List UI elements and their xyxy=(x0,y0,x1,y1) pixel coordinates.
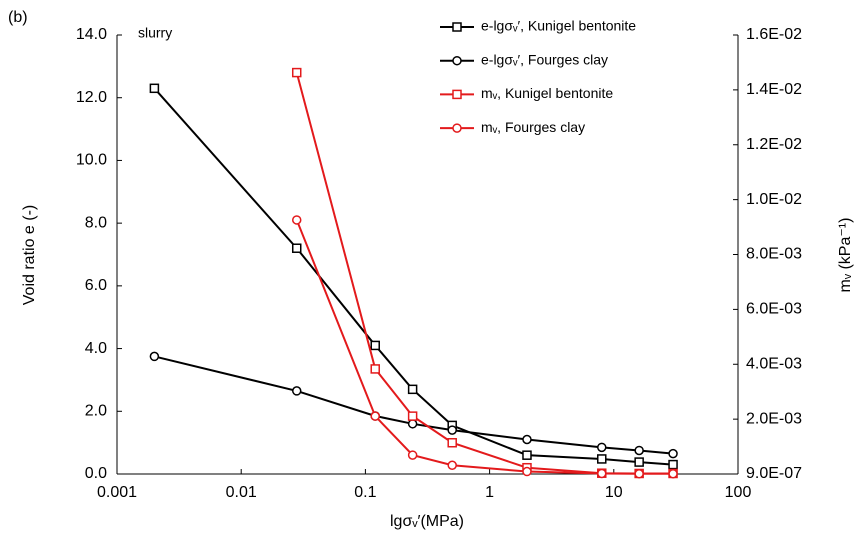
annotation: slurry xyxy=(138,25,172,41)
marker xyxy=(291,67,302,78)
y-tick-label: 4.0 xyxy=(85,340,107,357)
y2-tick-label: 1.0E-02 xyxy=(746,191,802,208)
legend-marker xyxy=(452,22,462,32)
marker xyxy=(634,469,644,479)
x-tick-label: 10 xyxy=(605,484,623,501)
y2-tick-label: 8.0E-03 xyxy=(746,246,802,263)
x-tick-label: 1 xyxy=(485,484,494,501)
marker xyxy=(291,215,302,225)
marker xyxy=(370,340,380,351)
y2-axis-label: mᵥ (kPa⁻¹) xyxy=(837,218,854,293)
y2-tick-label: 6.0E-03 xyxy=(746,301,802,318)
marker xyxy=(522,434,532,445)
x-tick-label: 0.1 xyxy=(354,484,376,501)
y2-tick-label: 1.2E-02 xyxy=(746,136,802,153)
x-tick-label: 100 xyxy=(725,484,752,501)
panel-label: (b) xyxy=(8,9,28,26)
x-tick-label: 0.001 xyxy=(97,484,137,501)
marker xyxy=(370,364,380,374)
marker xyxy=(407,419,418,429)
legend-label: mᵥ, Fourges clay xyxy=(481,119,585,135)
marker xyxy=(407,411,418,421)
y-tick-label: 6.0 xyxy=(85,277,107,294)
marker xyxy=(407,384,418,395)
marker xyxy=(634,457,644,467)
y-tick-label: 12.0 xyxy=(76,89,107,106)
y-tick-label: 14.0 xyxy=(76,26,107,43)
y-tick-label: 2.0 xyxy=(85,403,107,420)
marker xyxy=(522,450,532,460)
y-axis-label: Void ratio e (-) xyxy=(21,205,38,305)
marker xyxy=(668,459,678,470)
marker xyxy=(522,466,532,477)
x-axis-label: lgσᵥ′(MPa) xyxy=(390,513,464,530)
x-tick-label: 0.01 xyxy=(226,484,257,501)
y-tick-label: 8.0 xyxy=(85,214,107,231)
series-line xyxy=(295,219,674,475)
marker xyxy=(668,469,678,479)
y2-tick-label: 1.4E-02 xyxy=(746,81,802,98)
legend-label: mᵥ, Kunigel bentonite xyxy=(481,85,613,101)
legend-label: e-lgσᵥ′, Kunigel bentonite xyxy=(481,18,636,34)
marker xyxy=(668,448,678,459)
y-tick-label: 10.0 xyxy=(76,152,107,169)
series-line xyxy=(153,87,674,466)
y2-tick-label: 9.0E-07 xyxy=(746,465,802,482)
legend-marker xyxy=(452,55,462,66)
series-line xyxy=(154,355,674,455)
marker xyxy=(597,454,607,464)
marker xyxy=(447,437,457,448)
marker xyxy=(597,468,607,479)
legend-marker xyxy=(452,89,462,100)
marker xyxy=(597,442,607,453)
y-tick-label: 0.0 xyxy=(85,465,107,482)
y2-tick-label: 4.0E-03 xyxy=(746,355,802,372)
legend-marker xyxy=(452,123,462,133)
marker xyxy=(407,450,418,460)
marker xyxy=(149,83,160,94)
marker xyxy=(291,243,302,253)
legend-label: e-lgσᵥ′, Fourges clay xyxy=(481,51,608,67)
marker xyxy=(370,411,380,421)
y2-tick-label: 2.0E-03 xyxy=(746,410,802,427)
marker xyxy=(447,460,457,470)
marker xyxy=(634,445,644,456)
marker xyxy=(149,351,160,362)
marker xyxy=(447,425,457,435)
y2-tick-label: 1.6E-02 xyxy=(746,26,802,43)
marker xyxy=(291,386,302,396)
